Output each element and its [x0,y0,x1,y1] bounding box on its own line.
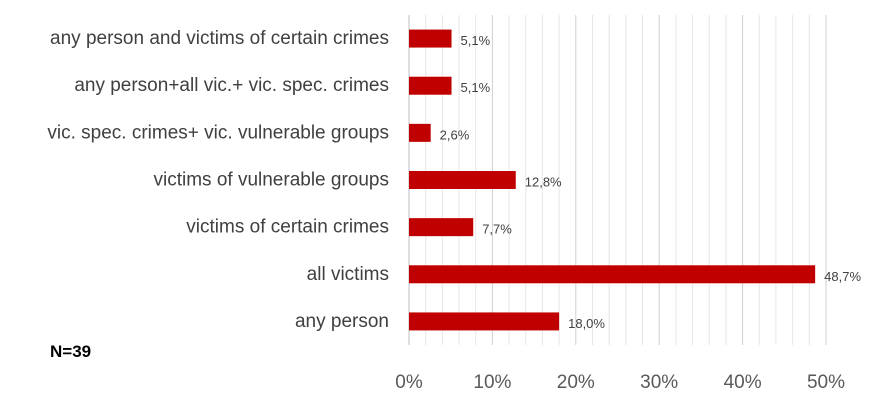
bar [409,76,452,95]
x-tick-label: 20% [557,372,595,393]
category-label: any person+all vic.+ vic. spec. crimes [74,75,389,96]
category-label: vic. spec. crimes+ vic. vulnerable group… [47,122,389,143]
data-label: 5,1% [461,80,491,95]
bar [409,312,560,331]
data-label: 7,7% [482,222,512,237]
bar [409,265,816,284]
category-label: all victims [307,264,389,285]
x-tick-label: 40% [724,372,762,393]
category-label: victims of certain crimes [186,217,389,238]
bars [409,29,816,331]
bar [409,171,516,189]
x-tick-label: 0% [395,372,423,393]
data-label: 48,7% [824,269,861,284]
category-label: any person [295,311,389,332]
sample-size-note: N=39 [50,342,92,361]
x-tick-label: 10% [473,372,511,393]
bar [409,218,474,237]
data-label: 2,6% [440,127,470,142]
data-label: 5,1% [461,33,491,48]
x-axis-tick-labels: 0% 10% 20% 30% 40% 50% [395,372,845,393]
data-label: 12,8% [525,175,562,190]
data-label: 18,0% [568,316,605,331]
x-tick-label: 50% [807,372,845,393]
x-tick-label: 30% [640,372,678,393]
category-labels: any person and victims of certain crimes… [47,28,389,332]
gridlines [408,15,827,345]
category-label: any person and victims of certain crimes [50,28,389,49]
bar [409,123,431,142]
data-labels: 5,1% 5,1% 2,6% 12,8% 7,7% 48,7% 18,0% [440,33,862,331]
category-label: victims of vulnerable groups [154,170,390,191]
bar [409,29,452,48]
